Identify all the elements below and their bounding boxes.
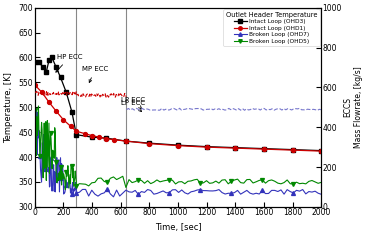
Y-axis label: Temperature, [K]: Temperature, [K]	[4, 72, 13, 143]
Text: LP ECC: LP ECC	[121, 100, 145, 112]
X-axis label: Time, [sec]: Time, [sec]	[155, 223, 201, 232]
Text: MP ECC: MP ECC	[82, 66, 108, 83]
Text: LP ECC: LP ECC	[121, 97, 145, 109]
Text: HP ECC: HP ECC	[56, 54, 83, 72]
Y-axis label: ECCS
Mass Flowrate, [kg/s]: ECCS Mass Flowrate, [kg/s]	[344, 66, 363, 148]
Legend: Intact Loop (OHD3), Intact Loop (OHD1), Broken Loop (OHD7), Broken Loop (OHD5): Intact Loop (OHD3), Intact Loop (OHD1), …	[224, 9, 320, 46]
